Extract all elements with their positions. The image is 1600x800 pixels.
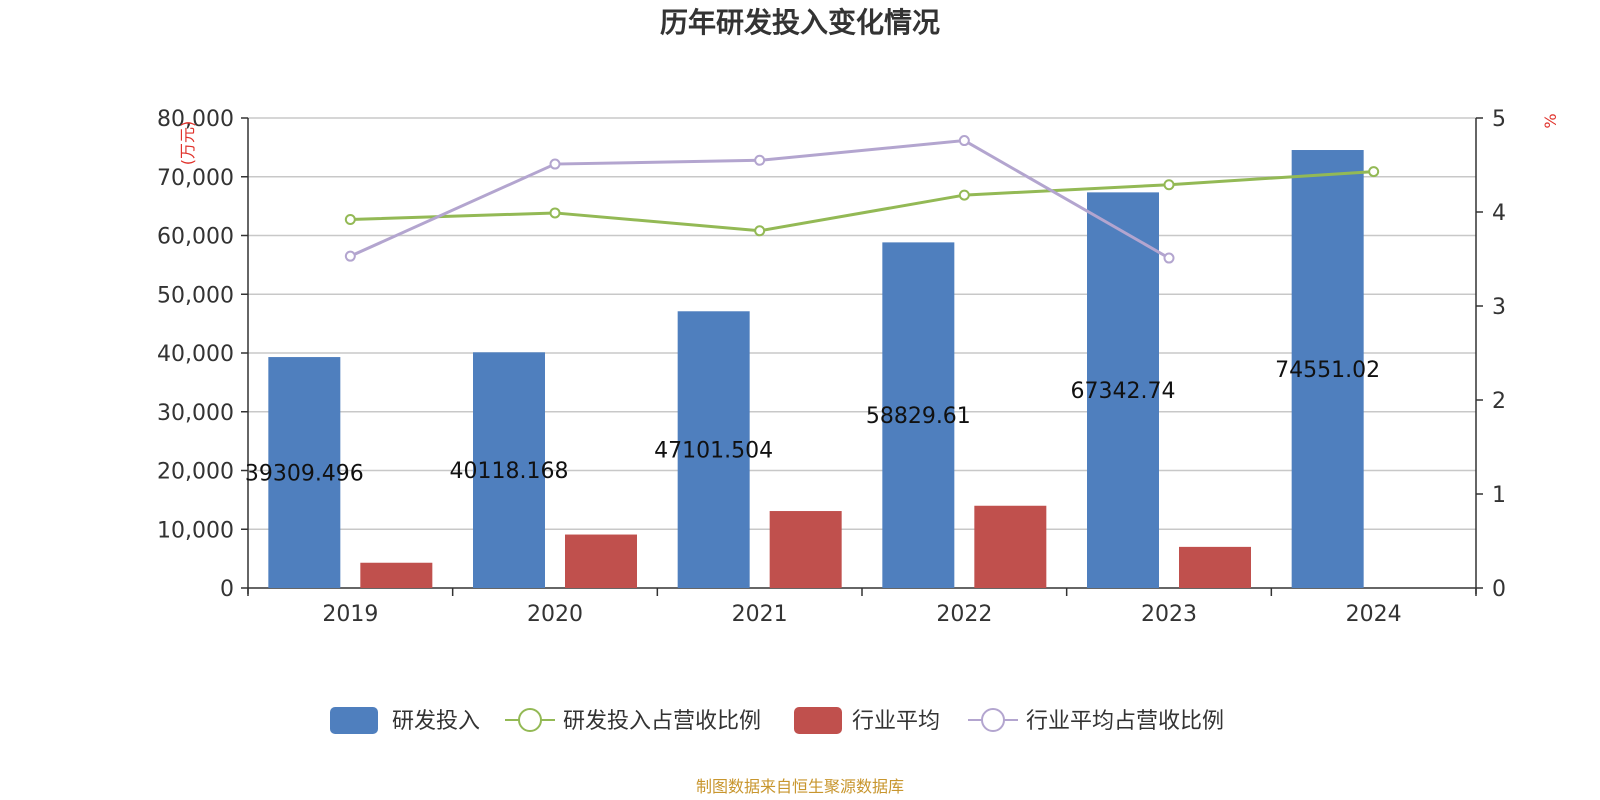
x-tick-label: 2022	[936, 602, 992, 627]
data-label: 40118.168	[450, 459, 569, 484]
line-point-1	[344, 250, 356, 262]
legend: 研发投入 研发投入占营收比例 行业平均 行业平均占营收比例	[330, 707, 1224, 734]
right-tick-label: 0	[1492, 577, 1506, 602]
legend-marker-1	[518, 708, 542, 732]
bar-0-2020	[473, 352, 545, 588]
data-label: 47101.504	[654, 439, 773, 464]
left-axis: 0 10,000 20,000 30,000 40,000 50,000 60,000 70,…	[157, 107, 249, 602]
left-tick-label: 10,000	[157, 518, 234, 543]
legend-marker-3	[981, 708, 1005, 732]
line-point-1	[1163, 252, 1175, 264]
left-tick-label: 20,000	[157, 460, 234, 485]
left-tick-label: 70,000	[157, 166, 234, 191]
legend-label: 行业平均占营收比例	[1026, 709, 1224, 734]
line-point-0	[549, 207, 561, 219]
bar-0-2022	[882, 242, 955, 588]
right-tick-label: 5	[1492, 107, 1506, 132]
x-tick-label: 2020	[527, 602, 583, 627]
x-tick-label: 2021	[732, 602, 788, 627]
left-tick-label: 50,000	[157, 283, 234, 308]
data-label: 39309.496	[245, 462, 364, 487]
bar-0-2019	[268, 357, 341, 588]
right-tick-label: 4	[1492, 201, 1506, 226]
line-point-1	[754, 154, 766, 166]
x-tick-label: 2019	[322, 602, 378, 627]
legend-label: 行业平均	[852, 709, 940, 734]
left-tick-label: 0	[220, 577, 234, 602]
line-point-0	[754, 225, 766, 237]
legend-swatch-2	[794, 707, 842, 734]
bar-0-2021	[677, 311, 750, 588]
x-tick-label: 2023	[1141, 602, 1197, 627]
line-point-0	[1368, 166, 1380, 178]
legend-label: 研发投入占营收比例	[563, 709, 761, 734]
data-labels: 39309.496 40118.168 47101.504 58829.61 67342…	[245, 358, 1380, 487]
data-label: 74551.02	[1275, 358, 1380, 383]
line-point-0	[958, 189, 970, 201]
bar-1-2019	[360, 562, 433, 588]
legend-label: 研发投入	[392, 709, 480, 734]
left-tick-label: 60,000	[157, 225, 234, 250]
bar-0-2023	[1087, 192, 1159, 589]
right-unit-label: %	[1541, 113, 1560, 128]
left-tick-label: 80,000	[157, 107, 234, 132]
line-point-1	[549, 158, 561, 170]
legend-swatch-0	[330, 707, 378, 734]
bars	[268, 150, 1364, 589]
bar-1-2020	[565, 534, 637, 588]
right-tick-label: 3	[1492, 295, 1506, 320]
lines	[344, 135, 1380, 264]
bar-1-2023	[1179, 546, 1251, 588]
chart-title: 历年研发投入变化情况	[660, 6, 940, 39]
left-tick-label: 30,000	[157, 401, 234, 426]
gridlines	[248, 117, 1476, 530]
data-label: 67342.74	[1071, 379, 1176, 404]
x-tick-label: 2024	[1346, 602, 1402, 627]
line-point-0	[1163, 179, 1175, 191]
source-note: 制图数据来自恒生聚源数据库	[696, 777, 904, 796]
bar-1-2022	[974, 505, 1047, 588]
x-axis: 2019 2020 2021 2022 2023 2024	[247, 587, 1477, 627]
left-unit-label: (万元)	[178, 121, 197, 166]
line-point-0	[344, 214, 356, 226]
right-tick-label: 2	[1492, 389, 1506, 414]
right-axis: 0 1 2 3 4 5%	[1475, 107, 1560, 602]
line-0	[350, 170, 1374, 233]
line-point-1	[958, 135, 970, 147]
bar-0-2024	[1291, 150, 1364, 588]
data-label: 58829.61	[866, 404, 971, 429]
bar-1-2021	[769, 511, 842, 588]
left-tick-label: 40,000	[157, 342, 234, 367]
right-tick-label: 1	[1492, 483, 1506, 508]
